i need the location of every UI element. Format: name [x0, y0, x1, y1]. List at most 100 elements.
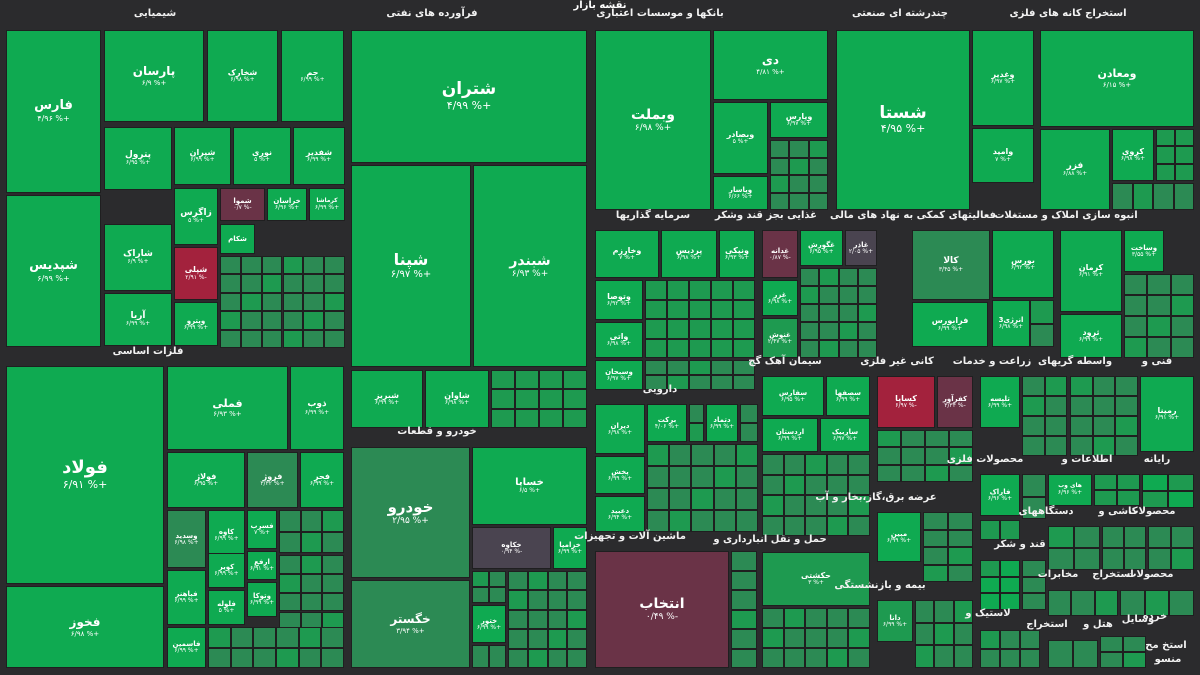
small-stock-tile[interactable]	[731, 648, 757, 668]
stock-tile[interactable]: کرمان ۶/۹۱ %+	[1060, 230, 1122, 312]
small-stock-tile[interactable]	[711, 360, 733, 375]
small-stock-tile[interactable]	[279, 555, 301, 574]
small-stock-tile[interactable]	[253, 627, 276, 648]
small-stock-tile[interactable]	[261, 292, 283, 312]
small-stock-tile[interactable]	[1070, 436, 1093, 456]
small-stock-tile[interactable]	[508, 571, 528, 591]
small-stock-tile[interactable]	[925, 464, 949, 482]
small-stock-tile[interactable]	[923, 512, 948, 530]
small-stock-tile[interactable]	[689, 360, 711, 375]
small-stock-tile[interactable]	[324, 311, 345, 330]
small-stock-tile[interactable]	[901, 447, 925, 465]
small-stock-tile[interactable]	[1044, 376, 1067, 396]
stock-tile[interactable]: فاراک ۶/۹۶ %+	[980, 474, 1020, 516]
small-stock-tile[interactable]	[1102, 548, 1124, 570]
small-stock-tile[interactable]	[1124, 548, 1146, 570]
small-stock-tile[interactable]	[805, 608, 827, 628]
small-stock-tile[interactable]	[547, 648, 568, 668]
small-stock-tile[interactable]	[539, 408, 563, 428]
small-stock-tile[interactable]	[567, 571, 587, 591]
small-stock-tile[interactable]	[1044, 396, 1067, 416]
small-stock-tile[interactable]	[1124, 316, 1148, 337]
small-stock-tile[interactable]	[1148, 526, 1171, 548]
stock-tile[interactable]: فخوز ۶/۹۸ %+	[6, 586, 164, 668]
small-stock-tile[interactable]	[324, 256, 345, 275]
small-stock-tile[interactable]	[819, 286, 839, 304]
small-stock-tile[interactable]	[1000, 520, 1020, 540]
small-stock-tile[interactable]	[508, 609, 528, 630]
small-stock-tile[interactable]	[300, 510, 323, 532]
small-stock-tile[interactable]	[980, 576, 1000, 594]
stock-tile[interactable]: ثرود ۶/۹۹ %+	[1060, 314, 1122, 358]
small-stock-tile[interactable]	[808, 140, 828, 158]
small-stock-tile[interactable]	[819, 340, 839, 358]
small-stock-tile[interactable]	[735, 488, 758, 510]
small-stock-tile[interactable]	[322, 555, 344, 574]
small-stock-tile[interactable]	[669, 488, 692, 510]
stock-tile[interactable]: کویر ۶/۹۹ %+	[208, 553, 245, 588]
small-stock-tile[interactable]	[282, 256, 304, 275]
small-stock-tile[interactable]	[789, 175, 809, 193]
small-stock-tile[interactable]	[934, 622, 954, 646]
small-stock-tile[interactable]	[1168, 474, 1194, 491]
stock-tile[interactable]: رمپنا ۶/۹۱ %+	[1140, 376, 1194, 452]
stock-tile[interactable]: شموا ۰/۷ %-	[220, 188, 265, 221]
small-stock-tile[interactable]	[805, 495, 827, 516]
small-stock-tile[interactable]	[208, 647, 231, 668]
small-stock-tile[interactable]	[1153, 183, 1174, 210]
small-stock-tile[interactable]	[1000, 630, 1020, 649]
small-stock-tile[interactable]	[857, 322, 877, 340]
small-stock-tile[interactable]	[1100, 652, 1123, 668]
small-stock-tile[interactable]	[1117, 490, 1140, 506]
small-stock-tile[interactable]	[953, 622, 973, 646]
stock-tile[interactable]: ونیکی ۶/۹۳ %+	[719, 230, 755, 278]
small-stock-tile[interactable]	[848, 628, 870, 648]
small-stock-tile[interactable]	[731, 609, 757, 629]
small-stock-tile[interactable]	[689, 299, 711, 319]
small-stock-tile[interactable]	[923, 547, 948, 565]
stock-tile[interactable]: دانا ۶/۹۹ %+	[877, 600, 913, 642]
small-stock-tile[interactable]	[276, 627, 299, 648]
small-stock-tile[interactable]	[303, 311, 325, 330]
small-stock-tile[interactable]	[220, 292, 241, 312]
small-stock-tile[interactable]	[783, 495, 806, 516]
small-stock-tile[interactable]	[220, 274, 241, 293]
small-stock-tile[interactable]	[303, 256, 325, 275]
small-stock-tile[interactable]	[539, 389, 563, 409]
small-stock-tile[interactable]	[1048, 526, 1074, 548]
small-stock-tile[interactable]	[1142, 474, 1168, 491]
small-stock-tile[interactable]	[1175, 163, 1194, 181]
small-stock-tile[interactable]	[826, 474, 849, 495]
stock-tile[interactable]: شپنا ۶/۹۷ %+	[351, 165, 471, 367]
small-stock-tile[interactable]	[691, 444, 714, 466]
small-stock-tile[interactable]	[934, 645, 954, 668]
stock-tile[interactable]: کروی ۶/۹۸ %+	[1112, 129, 1154, 181]
small-stock-tile[interactable]	[1000, 593, 1020, 610]
stock-tile[interactable]: غدانه ۰/۸۷ %-	[762, 230, 798, 278]
stock-tile[interactable]: خودرو ۲/۹۵ %+	[351, 447, 470, 578]
small-stock-tile[interactable]	[783, 648, 806, 668]
small-stock-tile[interactable]	[508, 648, 528, 668]
small-stock-tile[interactable]	[282, 274, 304, 293]
small-stock-tile[interactable]	[762, 608, 784, 628]
small-stock-tile[interactable]	[300, 592, 323, 612]
small-stock-tile[interactable]	[261, 311, 283, 330]
small-stock-tile[interactable]	[567, 590, 587, 610]
small-stock-tile[interactable]	[733, 338, 755, 358]
small-stock-tile[interactable]	[770, 140, 790, 158]
small-stock-tile[interactable]	[645, 319, 667, 339]
small-stock-tile[interactable]	[901, 430, 925, 448]
stock-tile[interactable]: کالا ۳/۴۵ %+	[912, 230, 990, 300]
stock-tile[interactable]: ذوب ۶/۹۹ %+	[290, 366, 344, 450]
small-stock-tile[interactable]	[735, 510, 758, 532]
small-stock-tile[interactable]	[733, 375, 755, 390]
stock-tile[interactable]: وسدید ۶/۹۸ %+	[167, 510, 206, 568]
stock-tile[interactable]: سفارس ۶/۹۵ %+	[762, 376, 824, 416]
stock-tile[interactable]: تلیسه ۶/۹۹ %+	[980, 376, 1020, 428]
small-stock-tile[interactable]	[489, 587, 506, 603]
stock-tile[interactable]: فملی ۶/۹۳ %+	[167, 366, 288, 450]
stock-tile[interactable]: انتخاب ۰/۴۹ %-	[595, 551, 729, 668]
small-stock-tile[interactable]	[980, 593, 1000, 610]
stock-tile[interactable]: دیران ۶/۹۸ %+	[595, 404, 645, 454]
small-stock-tile[interactable]	[1170, 337, 1194, 358]
